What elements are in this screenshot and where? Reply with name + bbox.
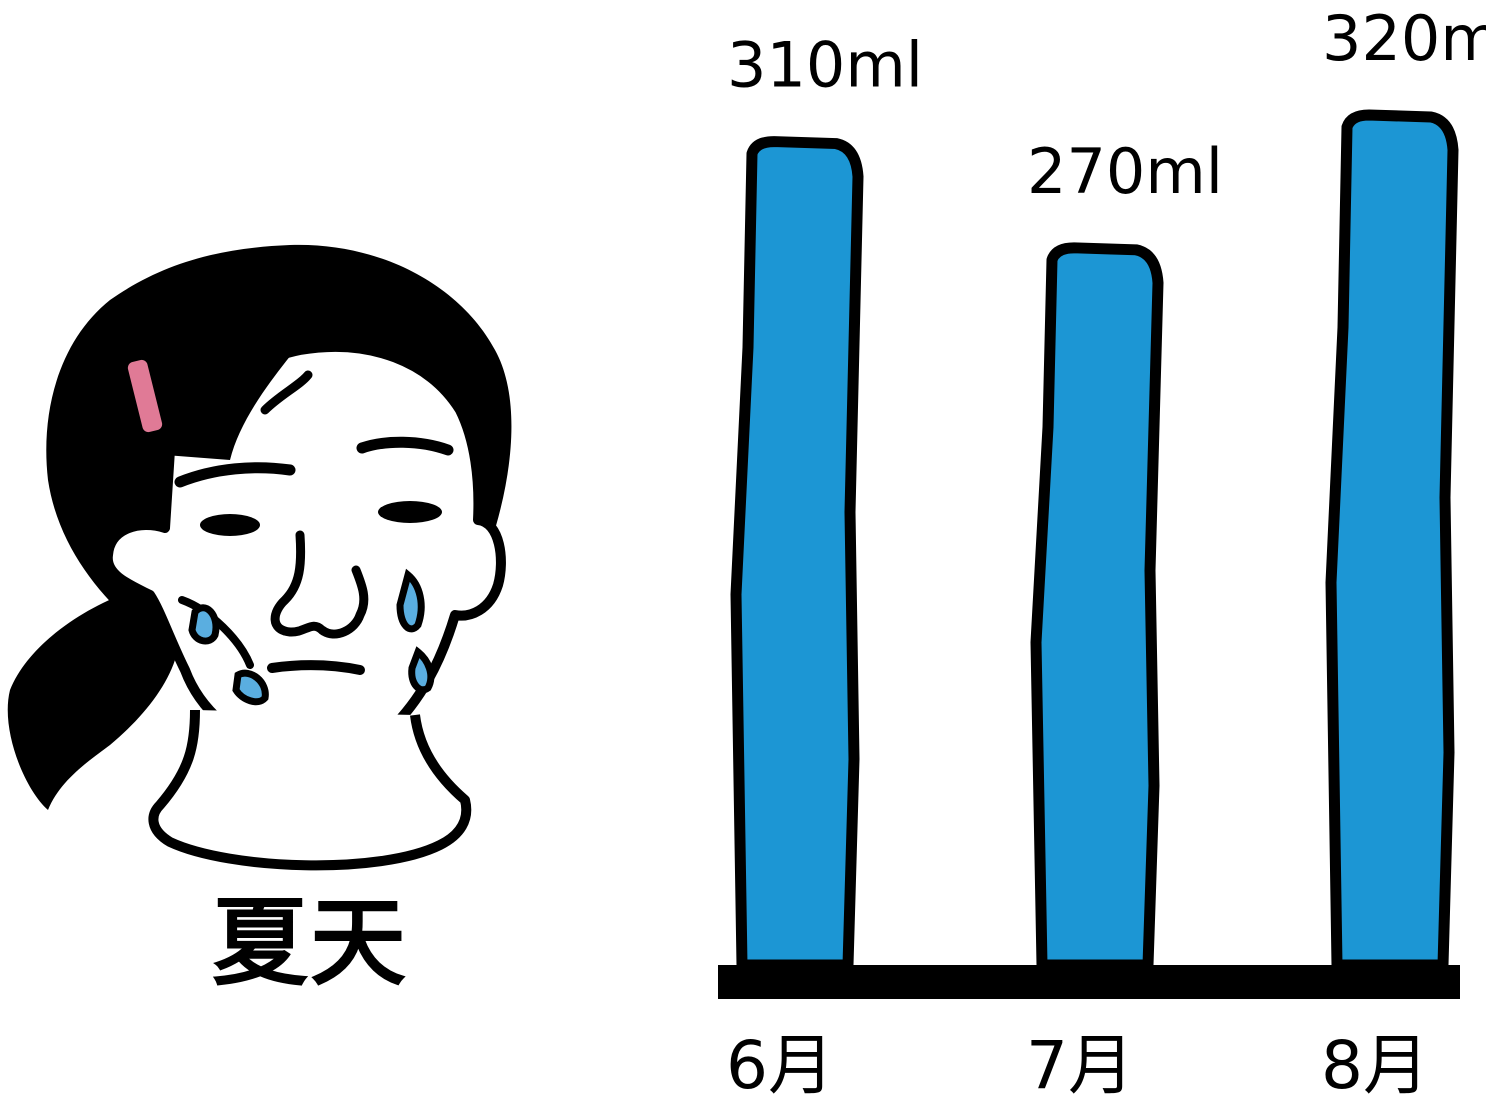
bar-1 <box>730 136 864 971</box>
category-label-3: 8月 <box>1321 1027 1429 1096</box>
left-eyebrow <box>174 462 296 488</box>
bar-3 <box>1325 109 1459 971</box>
data-label-2: 270ml <box>1027 135 1223 208</box>
left-eye <box>200 514 260 536</box>
left-sweat-drop <box>188 604 220 645</box>
hair-fringe <box>165 338 305 460</box>
chin-sweat-drop <box>408 646 435 694</box>
data-label-3: 320ml <box>1322 2 1486 75</box>
ponytail <box>7 585 176 810</box>
hairclip <box>127 359 163 433</box>
category-label-2: 7月 <box>1026 1027 1134 1096</box>
right-sweat-drop <box>396 568 425 633</box>
bar-2 <box>1030 242 1164 971</box>
sweating-girl-face-icon <box>7 244 512 871</box>
bar-chart: 310ml 6月 270ml 7月 320ml 8月 <box>726 2 1486 1096</box>
nose <box>270 530 369 639</box>
season-caption: 夏天 <box>212 887 408 999</box>
category-label-1: 6月 <box>726 1027 834 1096</box>
neck <box>148 709 472 871</box>
cheek-sweat-drop <box>232 669 269 706</box>
forehead-sweat <box>260 370 313 415</box>
x-axis-baseline <box>718 965 1460 999</box>
mouth <box>267 660 365 675</box>
right-eyebrow <box>356 436 454 456</box>
data-label-1: 310ml <box>727 29 923 102</box>
left-cheek-line <box>178 596 254 669</box>
right-eye <box>378 501 442 523</box>
